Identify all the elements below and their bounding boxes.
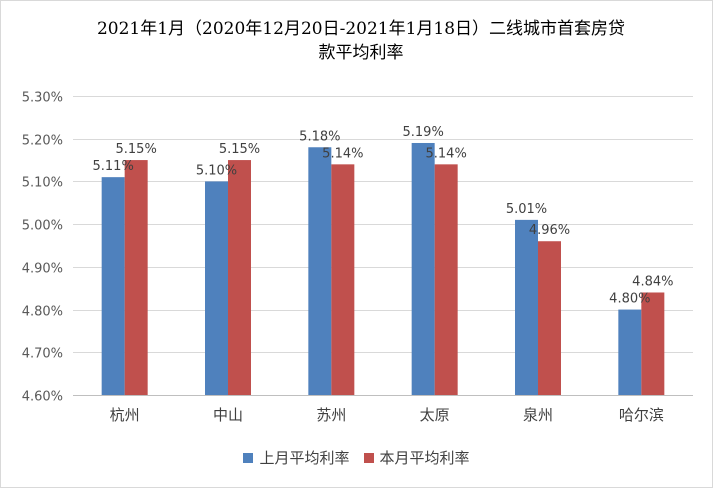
y-tick-label: 5.20% — [22, 134, 63, 149]
x-tick-label: 哈尔滨 — [619, 406, 664, 424]
bar-series-1-3 — [434, 164, 458, 395]
x-tick-label: 太原 — [420, 406, 450, 424]
chart-title-line-2: 款平均利率 — [318, 43, 404, 63]
data-label-series-0-0: 5.11% — [93, 159, 134, 174]
data-label-series-0-4: 5.01% — [506, 202, 547, 217]
x-tick-label: 苏州 — [316, 406, 346, 424]
legend: 上月平均利率 本月平均利率 — [1, 447, 712, 468]
y-tick-label: 4.80% — [22, 305, 63, 320]
bar-series-1-2 — [331, 164, 355, 395]
bar-series-1-5 — [641, 292, 665, 395]
data-label-series-1-5: 4.84% — [632, 274, 673, 289]
bar-series-0-0 — [101, 177, 125, 395]
chart-title-line-1: 2021年1月（2020年12月20日-2021年1月18日）二线城市首套房贷 — [96, 19, 626, 39]
data-label-series-0-2: 5.18% — [299, 129, 340, 144]
y-axis-ticks: 4.60% 4.70% 4.80% 4.90% 5.00% 5.10% 5.20% 5.30% — [22, 91, 63, 405]
data-label-series-1-3: 5.14% — [426, 146, 467, 161]
data-labels: 5.11% 5.15% 5.10% 5.15% 5.18% 5.14% 5.19% 5.14%… — [93, 125, 674, 307]
data-label-series-1-2: 5.14% — [322, 146, 363, 161]
y-tick-label: 5.30% — [22, 91, 63, 106]
x-tick-label: 中山 — [213, 406, 243, 424]
bar-series-0-3 — [411, 142, 435, 395]
bars — [101, 142, 665, 395]
data-label-series-0-5: 4.80% — [609, 292, 650, 307]
legend-item-previous-month: 上月平均利率 — [243, 447, 350, 468]
bar-series-0-1 — [205, 181, 228, 395]
data-label-series-1-1: 5.15% — [219, 142, 260, 157]
x-axis-ticks: 杭州 中山 苏州 太原 泉州 哈尔滨 — [110, 406, 664, 424]
chart-title: 2021年1月（2020年12月20日-2021年1月18日）二线城市首套房贷 … — [61, 17, 661, 65]
data-label-series-1-4: 4.96% — [529, 223, 570, 238]
legend-label-current-month: 本月平均利率 — [379, 449, 470, 467]
x-tick-label: 泉州 — [523, 406, 553, 424]
y-tick-label: 4.70% — [22, 347, 63, 362]
data-label-series-0-3: 5.19% — [403, 125, 444, 140]
y-tick-label: 5.10% — [22, 176, 63, 191]
bar-series-1-4 — [538, 241, 561, 395]
y-tick-label: 4.60% — [22, 390, 63, 405]
y-tick-label: 4.90% — [22, 262, 63, 277]
bar-series-1-0 — [124, 160, 148, 395]
legend-item-current-month: 本月平均利率 — [363, 447, 470, 468]
data-label-series-0-1: 5.10% — [196, 163, 237, 178]
y-tick-label: 5.00% — [22, 219, 63, 234]
bar-series-1-1 — [228, 160, 251, 395]
bar-series-0-2 — [308, 147, 332, 395]
gridlines — [73, 96, 693, 396]
data-label-series-1-0: 5.15% — [116, 142, 157, 157]
legend-swatch-blue — [243, 452, 254, 463]
bar-series-0-5 — [618, 309, 642, 395]
bar-series-0-4 — [515, 219, 538, 395]
legend-label-previous-month: 上月平均利率 — [259, 449, 350, 467]
legend-swatch-red — [363, 452, 374, 463]
x-tick-label: 杭州 — [110, 406, 140, 424]
